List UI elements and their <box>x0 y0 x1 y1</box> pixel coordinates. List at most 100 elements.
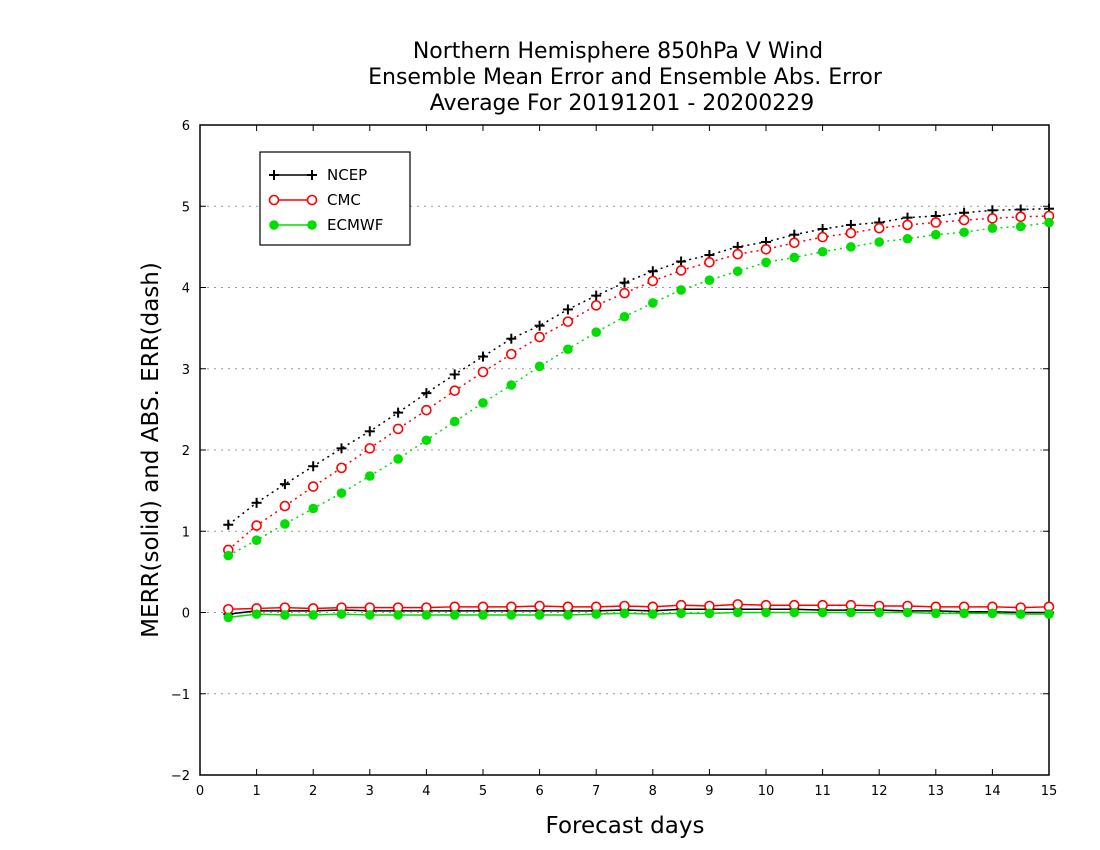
cmc-mean-err-point <box>675 599 687 611</box>
y-tick-label: 5 <box>182 200 190 215</box>
cmc-abs-err-point <box>987 213 998 224</box>
ecmwf-mean-err-line <box>228 611 1049 619</box>
ecmwf-mean-err-point <box>308 610 319 620</box>
x-tick-label: 11 <box>814 784 831 799</box>
x-tick-label: 2 <box>309 784 317 799</box>
ncep-abs-err-point <box>308 461 319 472</box>
x-tick-label: 15 <box>1041 784 1058 799</box>
chart-title-line-1: Northern Hemisphere 850hPa V Wind <box>413 39 823 64</box>
ecmwf-abs-err-point <box>619 311 630 322</box>
cmc-abs-err-point <box>505 348 517 360</box>
cmc-abs-err-point <box>873 222 885 234</box>
cmc-abs-err-point <box>562 316 574 327</box>
y-tick-label: 0 <box>182 607 190 622</box>
cmc-mean-err-point <box>562 601 574 613</box>
ecmwf-abs-err-point <box>874 237 884 247</box>
ncep-abs-err-line <box>227 207 1050 526</box>
ecmwf-abs-err-point <box>478 398 488 408</box>
ecmwf-mean-err-point <box>619 608 630 619</box>
ecmwf-abs-err-point <box>987 223 998 233</box>
legend-item-cmc: CMC <box>268 191 361 209</box>
x-tick-label: 1 <box>252 784 260 799</box>
cmc-mean-err-point <box>534 600 545 612</box>
ncep-abs-err-point <box>591 290 602 301</box>
x-axis-label: Forecast days <box>546 813 705 839</box>
y-tick-label: 6 <box>182 119 190 134</box>
x-tick-label: 4 <box>422 784 430 799</box>
x-tick-label: 12 <box>871 784 888 799</box>
x-tick-label: 10 <box>758 784 775 799</box>
ncep-abs-err-point <box>364 426 375 437</box>
ecmwf-abs-err-point <box>365 471 375 481</box>
y-tick-label: 4 <box>182 282 190 297</box>
y-tick-label: 2 <box>182 444 190 459</box>
y-tick-label: 1 <box>182 525 190 540</box>
ecmwf-abs-err-point <box>336 488 347 498</box>
cmc-abs-err-point <box>958 214 970 226</box>
y-tick-label: −2 <box>171 769 190 784</box>
cmc-abs-err-point <box>251 520 262 531</box>
cmc-abs-err-point <box>647 275 659 287</box>
chart-title-line-3: Average For 20191201 - 20200229 <box>430 91 815 116</box>
cmc-abs-err-point <box>619 287 630 299</box>
ecmwf-abs-err-point <box>1015 221 1026 232</box>
cmc-mean-err-point <box>505 601 517 613</box>
cmc-abs-err-point <box>732 248 744 260</box>
ecmwf-mean-err-point <box>336 609 347 619</box>
ecmwf-abs-err-point <box>732 266 743 277</box>
x-tick-label: 7 <box>592 784 600 799</box>
cmc-abs-err-point <box>392 423 404 435</box>
cmc-abs-err-line <box>227 215 1050 551</box>
legend-box <box>259 151 411 246</box>
ncep-abs-err-point <box>647 266 658 277</box>
ecmwf-mean-err-point <box>421 610 432 620</box>
ecmwf-abs-err-point <box>704 275 715 285</box>
ecmwf-mean-err-point <box>506 610 517 620</box>
cmc-abs-err-point <box>364 443 376 454</box>
ecmwf-mean-err-point <box>449 610 460 620</box>
cmc-abs-err-point <box>590 300 602 311</box>
ecmwf-abs-err-line <box>227 221 1050 557</box>
legend-marker <box>307 170 317 180</box>
cmc-abs-err-point <box>1015 211 1027 223</box>
cmc-mean-err-point <box>477 601 489 613</box>
ecmwf-mean-err-point <box>563 610 573 620</box>
ecmwf-mean-err-point <box>223 612 234 623</box>
ecmwf-mean-err-point <box>789 607 800 618</box>
ecmwf-mean-err-point <box>817 607 828 618</box>
cmc-abs-err-point <box>307 481 319 492</box>
x-tick-label: 13 <box>928 784 945 799</box>
cmc-abs-err-point <box>279 500 291 512</box>
legend-label: ECMWF <box>327 216 383 234</box>
ecmwf-mean-err-point <box>1044 609 1054 619</box>
ncep-abs-err-point <box>449 369 460 380</box>
ecmwf-abs-err-point <box>280 519 290 529</box>
ecmwf-abs-err-point <box>789 252 800 263</box>
ncep-abs-err-point <box>393 407 404 418</box>
legend-label: NCEP <box>327 166 367 184</box>
cmc-mean-err-point <box>732 599 744 610</box>
ecmwf-mean-err-point <box>534 610 545 620</box>
y-tick-label: 3 <box>182 363 190 378</box>
cmc-mean-err-point <box>449 601 461 613</box>
ecmwf-abs-err-point <box>931 229 941 240</box>
ecmwf-mean-err-point <box>280 610 290 620</box>
x-tick-label: 9 <box>705 784 713 799</box>
cmc-abs-err-point <box>902 219 913 231</box>
ecmwf-abs-err-point <box>591 327 601 337</box>
legend-item-ncep: NCEP <box>269 166 367 184</box>
series-layer <box>223 203 1055 623</box>
cmc-abs-err-point <box>817 231 828 243</box>
ncep-abs-err-point <box>562 304 573 315</box>
x-tick-label: 0 <box>196 784 204 799</box>
ncep-abs-err-point <box>336 443 347 454</box>
ncep-abs-err-point <box>506 333 517 344</box>
series-ncep <box>223 203 1054 620</box>
ecmwf-abs-err-point <box>761 257 771 268</box>
cmc-abs-err-point <box>477 366 489 378</box>
ncep-abs-err-point <box>223 519 234 530</box>
cmc-abs-err-point <box>845 227 857 239</box>
ecmwf-mean-err-point <box>902 607 913 618</box>
ecmwf-mean-err-point <box>1015 609 1026 619</box>
